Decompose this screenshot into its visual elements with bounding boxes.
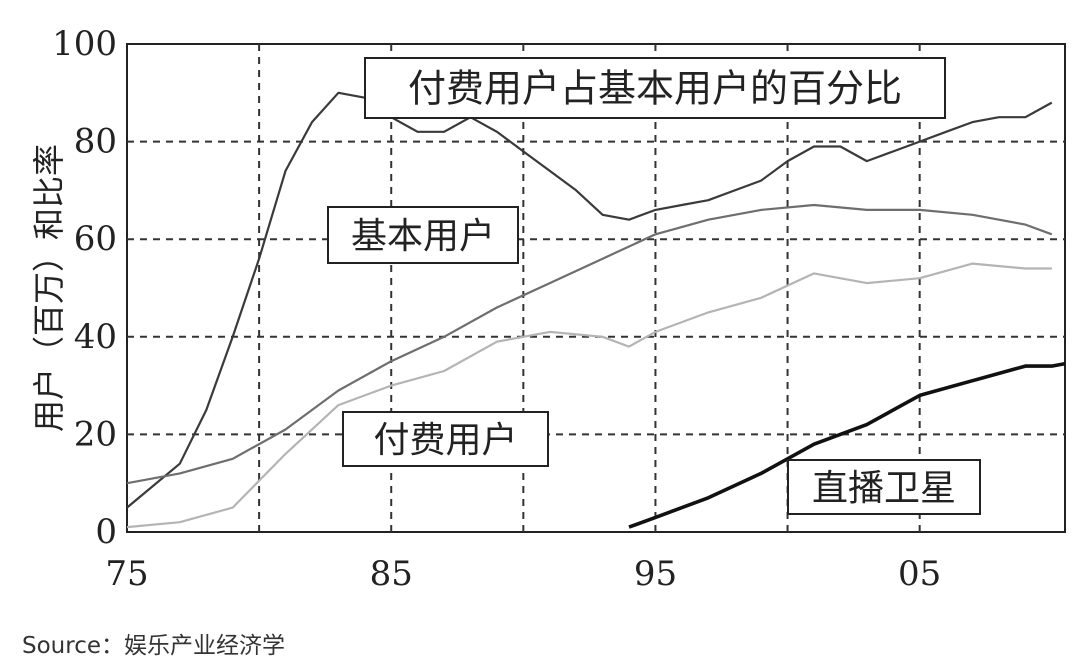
y-tick-label: 80	[74, 122, 117, 162]
source-caption: Source：娱乐产业经济学	[22, 633, 285, 659]
annotation-label: 直播卫星	[812, 468, 956, 509]
annotation-label: 付费用户	[373, 420, 517, 461]
series-line-1	[127, 91, 1053, 509]
series-lines	[127, 91, 1065, 529]
annotation-box	[327, 206, 519, 264]
y-tick-label: 100	[52, 24, 117, 64]
y-tick-label: 0	[95, 512, 117, 552]
tick-labels: 0 20 40 60 80 100 75 85 95 05	[52, 24, 941, 594]
annotation-box	[787, 459, 981, 515]
y-tick-label: 40	[74, 317, 117, 357]
x-tick-label: 95	[634, 554, 677, 594]
y-tick-label: 20	[74, 414, 117, 454]
y-tick-label: 60	[74, 219, 117, 259]
y-axis-label: 用户（百万）和比率	[30, 144, 68, 432]
plot-border	[126, 43, 1066, 533]
x-tick-label: 75	[105, 554, 148, 594]
annotation-label: 基本用户	[351, 216, 495, 257]
grid-lines	[127, 44, 1065, 532]
series-line-3	[127, 262, 1052, 529]
series-line-4	[628, 361, 1065, 529]
annotation-box	[342, 411, 549, 467]
annotation-label: 付费用户占基本用户的百分比	[408, 67, 902, 111]
annotation-box	[364, 57, 946, 119]
x-tick-label: 85	[370, 554, 413, 594]
series-line-2	[127, 203, 1053, 485]
x-tick-label: 05	[898, 554, 941, 594]
